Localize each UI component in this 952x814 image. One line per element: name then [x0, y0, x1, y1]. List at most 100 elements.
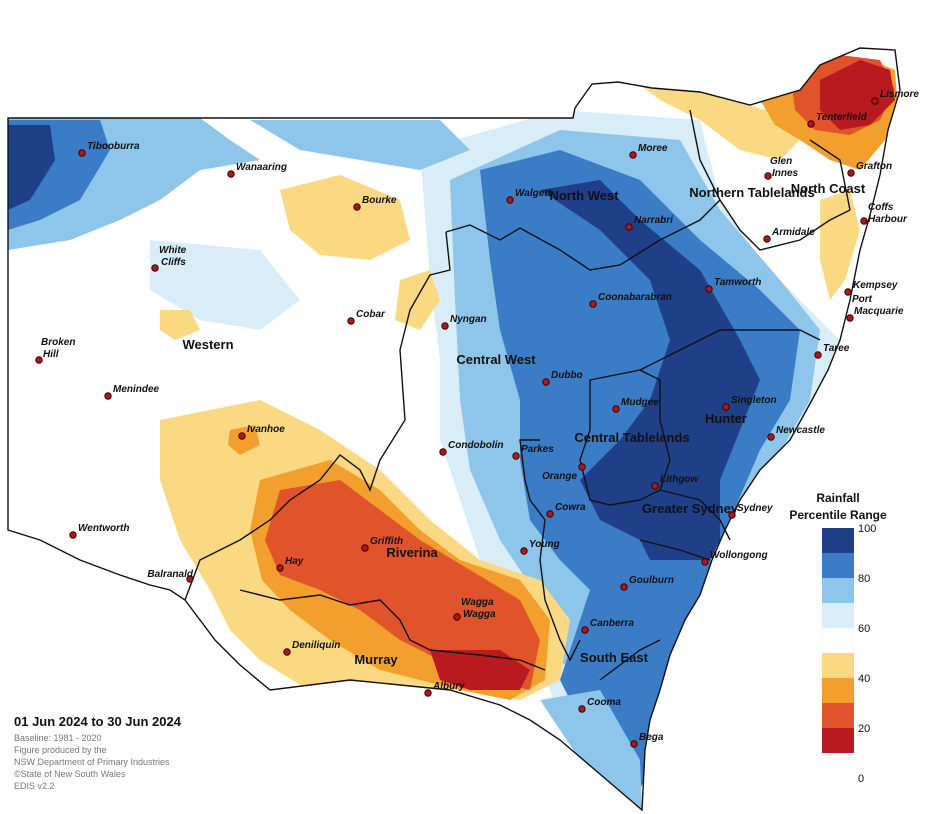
town-label: Wanaaring	[236, 162, 287, 173]
region-label-northern-tablelands: Northern Tablelands	[689, 185, 814, 200]
region-label-central-west: Central West	[456, 352, 536, 367]
town-label: Canberra	[590, 618, 634, 629]
town-marker	[846, 314, 854, 322]
town-marker	[353, 203, 361, 211]
town-label: Moree	[638, 143, 668, 154]
region-boundaries	[7, 47, 901, 812]
town-marker	[763, 235, 771, 243]
town-marker	[728, 511, 736, 519]
town-label: Tenterfield	[816, 112, 868, 123]
legend-title-line2: Percentile Range	[789, 508, 887, 522]
town-label: Albury	[432, 681, 465, 692]
credit-line-1: Figure produced by the	[14, 745, 107, 755]
town-label: White Cliffs	[159, 245, 187, 268]
town-label: Nyngan	[450, 314, 487, 325]
town-marker	[512, 452, 520, 460]
town-label: Condobolin	[448, 440, 504, 451]
legend-ticks: 100 80 60 40 20 0	[858, 523, 876, 785]
region-label-riverina: Riverina	[386, 545, 438, 560]
town-marker	[701, 558, 709, 566]
town-marker	[814, 351, 822, 359]
town-label: Ivanhoe	[247, 424, 285, 435]
town-label: Sydney	[737, 503, 773, 514]
town-label: Coonabarabran	[598, 292, 672, 303]
town-label: Lismore	[880, 89, 919, 100]
region-label-murray: Murray	[354, 652, 398, 667]
town-label: Bourke	[362, 195, 397, 206]
town-marker	[276, 564, 284, 572]
town-marker	[578, 463, 586, 471]
town-marker	[35, 356, 43, 364]
legend-tick-label: 0	[858, 773, 864, 785]
town-marker	[104, 392, 112, 400]
town-label: Broken Hill	[41, 337, 75, 360]
legend-tick-label: 60	[858, 623, 870, 635]
region-label-greater-sydney: Greater Sydney	[642, 501, 739, 516]
town-label: Narrabri	[634, 215, 673, 226]
town-label: Kempsey	[853, 280, 898, 291]
town-marker	[764, 172, 772, 180]
town-marker	[186, 575, 194, 583]
legend-swatch	[822, 703, 854, 728]
town-label: Taree	[823, 343, 850, 354]
legend-tick-label: 40	[858, 673, 870, 685]
region-label-north-coast: North Coast	[791, 181, 866, 196]
map-caption: 01 Jun 2024 to 30 Jun 2024 Baseline: 198…	[14, 714, 274, 792]
town-label: Cobar	[356, 309, 386, 320]
town-label: Wagga Wagga	[461, 597, 496, 620]
region-labels: North West Northern Tablelands North Coa…	[182, 181, 865, 667]
version: EDIS v2.2	[14, 781, 55, 791]
region-label-south-east: South East	[580, 650, 649, 665]
town-marker	[238, 432, 246, 440]
town-label: Parkes	[521, 444, 554, 455]
town-label: Armidale	[771, 227, 815, 238]
town-label: Bega	[639, 732, 664, 743]
town-label: Griffith	[370, 536, 403, 547]
town-marker	[722, 403, 730, 411]
town-marker	[625, 223, 633, 231]
legend-swatch	[822, 578, 854, 603]
town-marker	[612, 405, 620, 413]
legend-swatch	[821, 627, 855, 654]
town-marker	[807, 120, 815, 128]
town-marker	[546, 510, 554, 518]
town-label: Tamworth	[714, 277, 761, 288]
town-marker	[151, 264, 159, 272]
town-label: Menindee	[113, 384, 160, 395]
date-range: 01 Jun 2024 to 30 Jun 2024	[14, 714, 181, 729]
town-label: Newcastle	[776, 425, 825, 436]
town-marker	[651, 482, 659, 490]
baseline-note: Baseline: 1981 - 2020	[14, 733, 102, 743]
town-marker	[847, 169, 855, 177]
towns: Tibooburra Wanaaring Bourke Walgett Moree Ten…	[35, 89, 919, 748]
copyright: ©State of New South Wales	[14, 769, 126, 779]
town-label: Grafton	[856, 161, 892, 172]
town-label: Cooma	[587, 697, 621, 708]
town-marker	[347, 317, 355, 325]
town-label: Walgett	[515, 188, 552, 199]
legend-swatch	[822, 728, 854, 753]
legend-tick-label: 100	[858, 523, 876, 535]
town-label: Port Macquarie	[852, 294, 904, 317]
town-marker	[441, 322, 449, 330]
town-label: Orange	[542, 471, 577, 482]
town-label: Singleton	[731, 395, 777, 406]
legend-tick-label: 20	[858, 723, 870, 735]
town-label: Deniliquin	[292, 640, 340, 651]
town-marker	[227, 170, 235, 178]
town-marker	[767, 433, 775, 441]
town-marker	[439, 448, 447, 456]
legend-swatch	[822, 553, 854, 578]
legend-swatches	[821, 528, 855, 753]
town-marker	[78, 149, 86, 157]
town-marker	[424, 689, 432, 697]
town-marker	[630, 740, 638, 748]
region-label-central-tablelands: Central Tablelands	[574, 430, 689, 445]
town-marker	[629, 151, 637, 159]
credit-line-2: NSW Department of Primary Industries	[14, 757, 170, 767]
town-label: Wentworth	[78, 523, 129, 534]
town-label: Young	[529, 539, 560, 550]
legend-swatch	[822, 603, 854, 628]
town-marker	[860, 217, 868, 225]
